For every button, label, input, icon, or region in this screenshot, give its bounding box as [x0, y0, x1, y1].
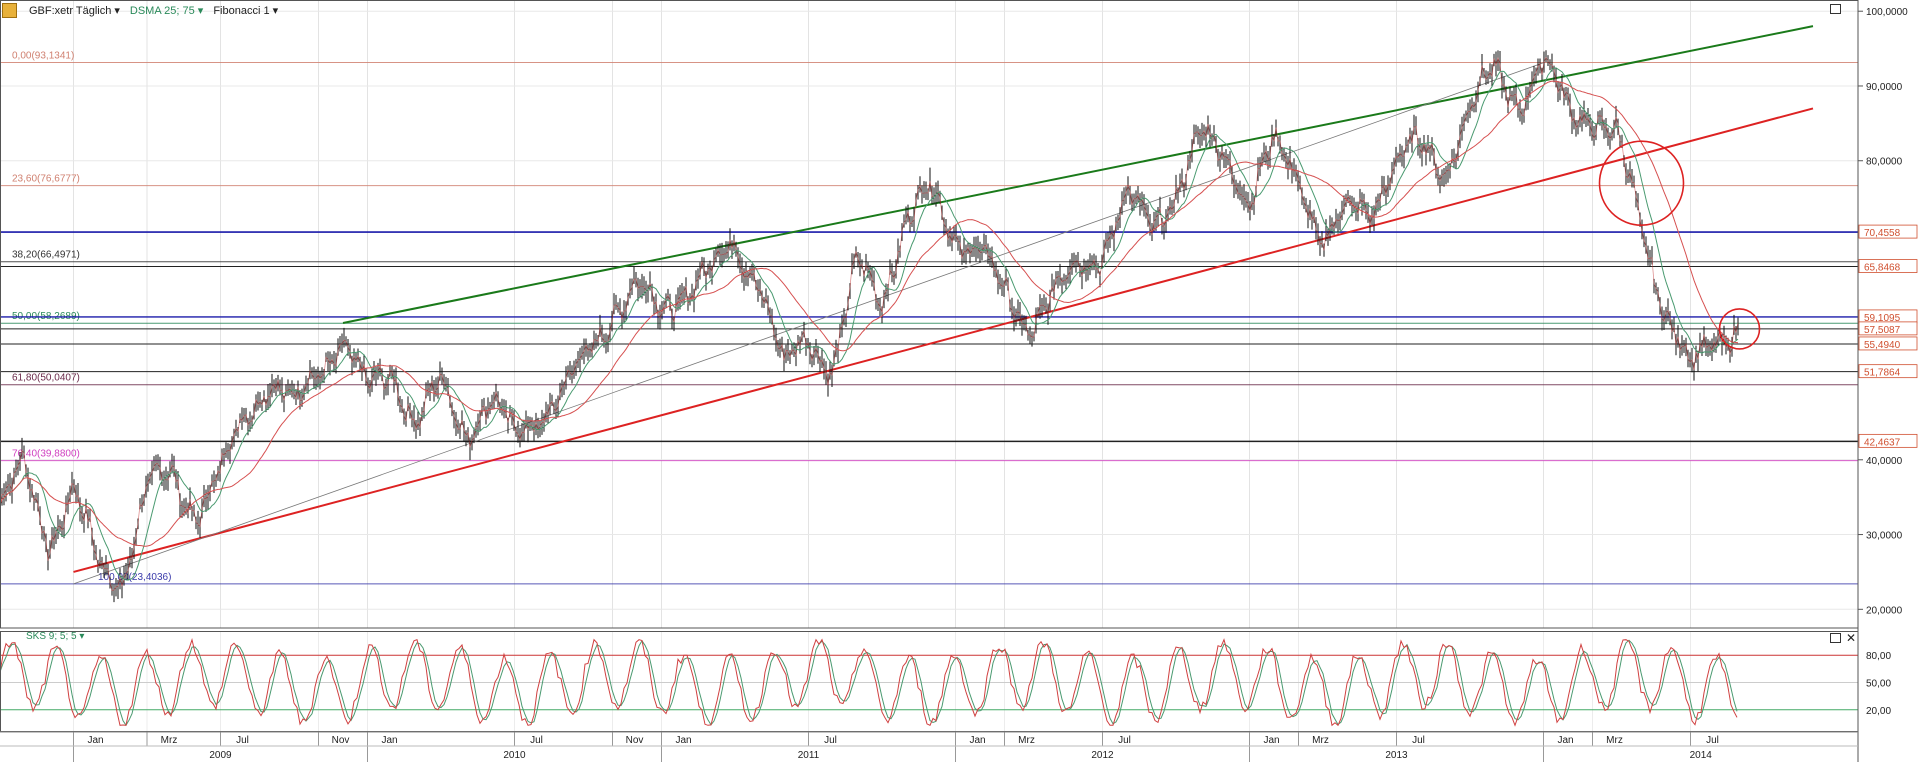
month-tick-label: Jan	[87, 735, 103, 746]
month-tick-label: Jul	[1412, 735, 1425, 746]
year-tick-label: 2009	[209, 750, 232, 761]
maximize-oscillator-pane-icon[interactable]	[1830, 633, 1841, 643]
month-tick-label: Nov	[626, 735, 644, 746]
trendline-red-support	[73, 107, 1814, 573]
year-tick-label: 2013	[1385, 750, 1408, 761]
month-tick-label: Nov	[332, 735, 350, 746]
level-price-label: 59,1095	[1864, 313, 1901, 324]
month-tick-label: Mrz	[1018, 735, 1035, 746]
y-tick-label: 90,0000	[1866, 82, 1903, 93]
level-price-box	[1858, 336, 1918, 351]
fibonacci-level-label: 23,60(76,6777)	[12, 174, 80, 185]
trendline-gray-thin	[73, 62, 1544, 585]
level-price-label: 51,7864	[1864, 368, 1901, 379]
dsma-dropdown[interactable]: DSMA 25; 75 ▾	[129, 4, 204, 17]
month-tick-label: Mrz	[1606, 735, 1623, 746]
y-tick-label: 30,0000	[1866, 531, 1903, 542]
level-price-label: 42,4637	[1864, 437, 1901, 448]
symbol-dropdown[interactable]: GBF:xetr Täglich ▾	[29, 4, 120, 17]
level-price-box	[1858, 224, 1918, 239]
dsma-25-line	[0, 67, 1739, 581]
maximize-price-pane-icon[interactable]	[1830, 4, 1841, 14]
month-tick-label: Jul	[530, 735, 543, 746]
level-price-label: 65,8468	[1864, 263, 1901, 274]
fibonacci-level-label: 38,20(66,4971)	[12, 250, 80, 261]
oscillator-label: SKS 9; 5; 5	[26, 631, 77, 642]
year-tick-label: 2011	[798, 750, 820, 761]
y-tick-label: 40,0000	[1866, 456, 1903, 467]
fibonacci-level-label: 0,00(93,1341)	[12, 51, 74, 62]
y-tick-label: 100,0000	[1866, 7, 1908, 18]
dsma-label: DSMA 25; 75	[129, 4, 195, 17]
oscillator-k-line	[0, 637, 1738, 727]
level-price-label: 55,4940	[1864, 340, 1901, 351]
month-tick-label: Mrz	[161, 735, 178, 746]
year-tick-label: 2014	[1690, 750, 1713, 761]
month-tick-label: Mrz	[1312, 735, 1329, 746]
oscillator-dropdown[interactable]: SKS 9; 5; 5 ▾	[26, 631, 85, 642]
annotation-circle-lower	[1718, 308, 1761, 350]
oscillator-level-label: 80,00	[1866, 651, 1891, 662]
fibonacci-level-label: 100,00(23,4036)	[98, 572, 171, 583]
month-tick-label: Jan	[675, 735, 691, 746]
month-tick-label: Jul	[1118, 735, 1131, 746]
month-tick-label: Jan	[969, 735, 985, 746]
fibonacci-level-label: 76,40(39,8800)	[12, 449, 80, 460]
month-tick-label: Jan	[1263, 735, 1279, 746]
level-price-label: 70,4558	[1864, 228, 1901, 239]
month-tick-label: Jan	[381, 735, 397, 746]
oscillator-level-label: 50,00	[1866, 679, 1891, 690]
level-price-box	[1858, 364, 1918, 379]
level-price-box	[1858, 321, 1918, 336]
dsma-75-line	[0, 80, 1739, 547]
chart-header: GBF:xetr Täglich ▾ DSMA 25; 75 ▾ Fibonac…	[2, 2, 278, 18]
trendline-green-channel-top	[342, 25, 1814, 324]
close-oscillator-pane-icon[interactable]: ✕	[1846, 631, 1857, 645]
month-tick-label: Jan	[1557, 735, 1573, 746]
y-tick-label: 80,0000	[1866, 157, 1903, 168]
level-price-box	[1858, 259, 1918, 273]
fibonacci-label: Fibonacci 1	[213, 4, 270, 17]
year-tick-label: 2010	[503, 750, 526, 761]
price-close-line	[0, 56, 1739, 592]
instrument-logo-icon	[2, 2, 17, 18]
oscillator-level-label: 20,00	[1866, 706, 1891, 717]
month-tick-label: Jul	[236, 735, 249, 746]
fibonacci-level-label: 61,80(50,0407)	[12, 373, 80, 384]
annotation-circle-upper	[1598, 140, 1685, 226]
y-tick-label: 20,0000	[1866, 605, 1903, 616]
fibonacci-dropdown[interactable]: Fibonacci 1 ▾	[213, 4, 279, 17]
year-tick-label: 2012	[1091, 750, 1114, 761]
month-tick-label: Jul	[824, 735, 837, 746]
symbol-label: GBF:xetr Täglich	[29, 4, 112, 17]
month-tick-label: Jul	[1706, 735, 1719, 746]
level-price-box	[1858, 433, 1918, 448]
level-price-label: 57,5087	[1864, 325, 1901, 336]
